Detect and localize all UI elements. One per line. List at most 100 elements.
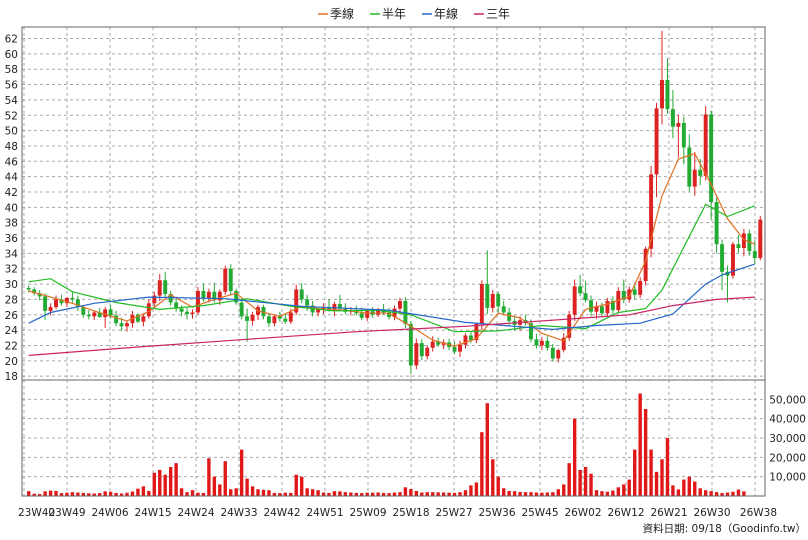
- volume-bar: [283, 492, 288, 496]
- volume-bar: [425, 492, 429, 496]
- candle-body: [496, 294, 501, 307]
- volume-bar: [583, 467, 588, 496]
- price-tick-label: 48: [5, 141, 18, 153]
- candle-body: [703, 114, 708, 176]
- candle-body: [452, 347, 457, 352]
- candle-body: [245, 316, 250, 321]
- candle-body: [266, 316, 271, 324]
- volume-bar: [256, 489, 260, 496]
- candle-body: [201, 290, 206, 298]
- price-tick-label: 58: [5, 64, 18, 76]
- candle-body: [321, 307, 326, 310]
- legend: 季線 半年 年線 三年: [318, 6, 510, 21]
- volume-bar: [119, 493, 124, 496]
- volume-bar: [436, 492, 440, 496]
- volume-bar: [174, 463, 178, 496]
- price-tick-label: 22: [5, 340, 18, 352]
- price-tick-label: 28: [5, 294, 18, 306]
- legend-label-1: 半年: [382, 7, 406, 21]
- candle-body: [365, 310, 370, 318]
- ma-quarter-line: [28, 152, 756, 347]
- volume-bar: [158, 469, 162, 496]
- volume-bar: [190, 490, 195, 496]
- candle-body: [720, 244, 725, 272]
- volume-bar: [491, 459, 495, 496]
- volume-bar: [485, 403, 489, 496]
- volume-bar: [605, 491, 610, 496]
- candle-body: [81, 307, 86, 315]
- volume-bar: [616, 487, 621, 496]
- candle-body: [414, 343, 419, 366]
- candle-body: [97, 312, 102, 318]
- volume-bar: [693, 481, 697, 496]
- candle-body: [146, 303, 151, 317]
- candle-body: [485, 284, 490, 308]
- candle-body: [294, 289, 299, 313]
- candle-body: [583, 293, 588, 301]
- candle-body: [758, 219, 763, 258]
- volume-bar: [250, 486, 255, 496]
- volume-bar: [392, 492, 397, 496]
- x-tick-label: 26W30: [693, 507, 730, 519]
- candle-body: [468, 335, 473, 341]
- candle-body: [185, 311, 190, 315]
- candle-body: [316, 309, 321, 313]
- candle-body: [692, 169, 697, 187]
- price-tick-label: 56: [5, 80, 19, 92]
- candle-body: [490, 294, 495, 308]
- candle-body: [43, 296, 48, 311]
- candle-body: [228, 268, 233, 291]
- candle-body: [103, 309, 108, 318]
- volume-bar: [365, 492, 369, 496]
- price-tick-label: 40: [5, 202, 18, 214]
- candle-body: [529, 323, 533, 340]
- candle-body: [48, 307, 53, 311]
- candle-body: [54, 299, 58, 308]
- candle-body: [397, 300, 402, 309]
- volume-bar: [310, 489, 315, 496]
- price-tick-label: 60: [5, 49, 18, 61]
- candle-body: [741, 233, 746, 249]
- volume-bar: [698, 488, 702, 496]
- x-tick-label: 25W45: [521, 507, 558, 519]
- x-tick-label: 26W12: [607, 507, 644, 519]
- volume-bar: [321, 492, 326, 496]
- volume-bar: [37, 494, 42, 496]
- volume-bar: [512, 491, 517, 496]
- candle-body: [660, 79, 664, 109]
- candle-body: [419, 343, 424, 357]
- price-tick-label: 26: [5, 310, 19, 322]
- volume-tick-label: 50,000: [769, 394, 806, 406]
- candle-body: [589, 300, 593, 312]
- candle-body: [174, 302, 179, 309]
- candle-body: [141, 316, 146, 322]
- volume-bar: [316, 490, 320, 496]
- volume-bar: [562, 484, 566, 496]
- volume-bar: [43, 491, 47, 496]
- candle-body: [92, 312, 97, 317]
- volume-bar: [147, 490, 151, 496]
- candle-body: [234, 290, 239, 303]
- candle-body: [578, 286, 583, 294]
- volume-bar: [676, 489, 681, 496]
- price-tick-label: 18: [5, 371, 18, 383]
- volume-bar: [239, 449, 244, 496]
- candle-body: [649, 174, 654, 249]
- candle-body: [539, 340, 544, 346]
- volume-bar: [98, 493, 102, 496]
- volume-bar: [327, 492, 331, 496]
- volume-bar: [671, 485, 675, 496]
- volume-grid: [22, 380, 765, 496]
- legend-label-2: 年線: [434, 6, 458, 21]
- volume-bar: [660, 459, 664, 496]
- price-tick-label: 36: [5, 233, 19, 245]
- candle-body: [605, 300, 610, 314]
- volume-bar: [714, 492, 719, 496]
- candle-body: [75, 299, 80, 308]
- candle-body: [239, 302, 244, 317]
- volume-bar: [289, 492, 293, 496]
- ma-three-year-line: [28, 296, 755, 356]
- price-tick-label: 46: [5, 156, 19, 168]
- volume-bar: [54, 490, 58, 496]
